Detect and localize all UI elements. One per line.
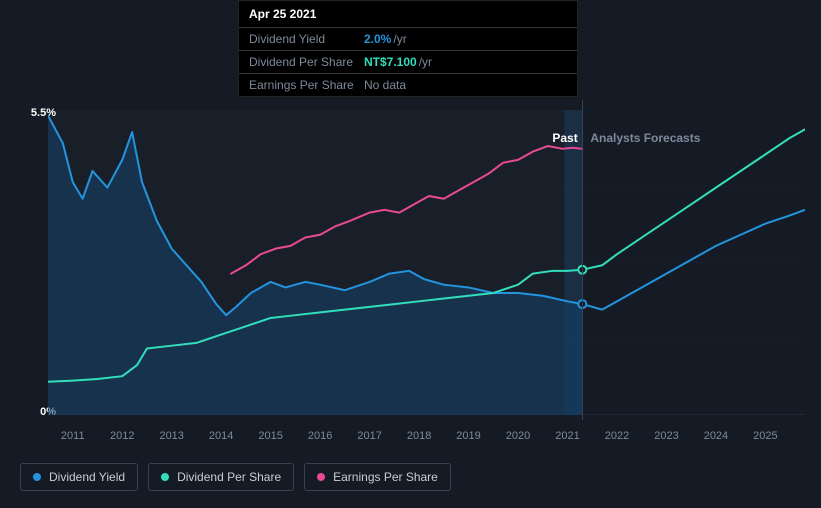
legend-dot-icon xyxy=(317,473,325,481)
legend-dot-icon xyxy=(33,473,41,481)
x-axis-tick: 2019 xyxy=(456,430,480,442)
tooltip-key: Dividend Yield xyxy=(249,32,364,46)
past-region-label: Past xyxy=(552,131,577,145)
x-axis-tick: 2018 xyxy=(407,430,431,442)
tooltip-rows: Dividend Yield2.0% /yrDividend Per Share… xyxy=(239,28,577,96)
tooltip-date: Apr 25 2021 xyxy=(239,1,577,28)
x-axis: 2011 2012 2013 2014 2015 2016 2017 2018 2019 2020… xyxy=(48,430,805,450)
tooltip-row: Dividend Per ShareNT$7.100 /yr xyxy=(239,51,577,74)
x-axis-tick: 2024 xyxy=(704,430,728,442)
x-axis-tick: 2020 xyxy=(506,430,530,442)
forecast-region-label: Analysts Forecasts xyxy=(590,131,700,145)
x-axis-tick: 2017 xyxy=(357,430,381,442)
x-axis-tick: 2021 xyxy=(555,430,579,442)
x-axis-tick: 2025 xyxy=(753,430,777,442)
chart-plot[interactable] xyxy=(48,100,805,425)
chart-hover-line xyxy=(582,100,583,420)
x-axis-tick: 2013 xyxy=(159,430,183,442)
x-axis-tick: 2022 xyxy=(605,430,629,442)
tooltip-unit: /yr xyxy=(393,32,406,46)
x-axis-tick: 2016 xyxy=(308,430,332,442)
x-axis-tick: 2014 xyxy=(209,430,233,442)
chart-tooltip: Apr 25 2021 Dividend Yield2.0% /yrDivide… xyxy=(238,0,578,97)
legend-label: Earnings Per Share xyxy=(333,470,438,484)
x-axis-tick: 2015 xyxy=(258,430,282,442)
tooltip-value: 2.0% xyxy=(364,32,391,46)
tooltip-value: NT$7.100 xyxy=(364,55,417,69)
legend-label: Dividend Per Share xyxy=(177,470,281,484)
x-axis-tick: 2012 xyxy=(110,430,134,442)
tooltip-unit: /yr xyxy=(419,55,432,69)
tooltip-nodata: No data xyxy=(364,78,406,92)
legend-item-dividend-yield[interactable]: Dividend Yield xyxy=(20,463,138,491)
tooltip-row: Earnings Per ShareNo data xyxy=(239,74,577,96)
chart-svg xyxy=(48,110,805,415)
legend-item-earnings-per-share[interactable]: Earnings Per Share xyxy=(304,463,451,491)
legend: Dividend Yield Dividend Per Share Earnings… xyxy=(20,463,451,491)
legend-label: Dividend Yield xyxy=(49,470,125,484)
tooltip-row: Dividend Yield2.0% /yr xyxy=(239,28,577,51)
x-axis-tick: 2011 xyxy=(61,430,85,442)
tooltip-key: Dividend Per Share xyxy=(249,55,364,69)
legend-dot-icon xyxy=(161,473,169,481)
tooltip-key: Earnings Per Share xyxy=(249,78,364,92)
x-axis-tick: 2023 xyxy=(654,430,678,442)
legend-item-dividend-per-share[interactable]: Dividend Per Share xyxy=(148,463,294,491)
